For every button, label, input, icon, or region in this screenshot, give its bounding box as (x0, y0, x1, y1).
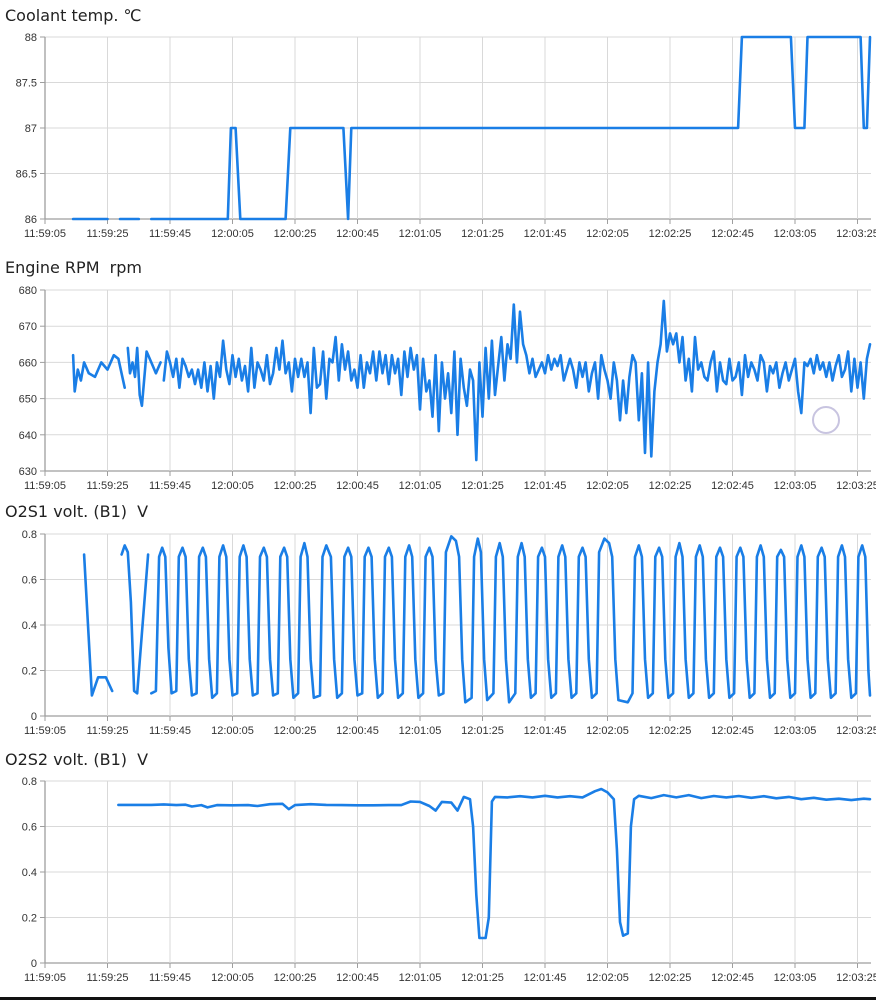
x-tick-label: 12:03:05 (774, 725, 817, 737)
y-tick-label: 86 (25, 214, 37, 226)
x-tick-label: 12:00:45 (336, 480, 379, 492)
bottom-border (0, 997, 876, 1000)
x-tick-label: 12:00:45 (336, 972, 379, 984)
y-tick-label: 87 (25, 123, 37, 135)
x-tick-label: 12:00:05 (211, 972, 254, 984)
chart-title: Engine RPM rpm (5, 258, 142, 277)
x-tick-label: 12:03:05 (774, 480, 817, 492)
x-tick-label: 11:59:05 (24, 480, 66, 492)
x-tick-label: 11:59:25 (86, 228, 128, 240)
o2s1-voltage-chart[interactable]: 0.8 0.6 0.4 0.2 0 11:59:05 11:59:25 11:59:45 12:… (0, 495, 876, 745)
x-tick-label: 12:00:45 (336, 228, 379, 240)
chart-title: O2S1 volt. (B1) V (5, 502, 149, 521)
data-line (82, 553, 114, 697)
x-tick-label: 12:00:45 (336, 725, 379, 737)
engine-rpm-panel: Engine RPM rpm 680 670 660 650 640 630 11:59:0… (0, 250, 876, 500)
data-line (150, 35, 872, 221)
x-tick-label: 12:00:05 (211, 725, 254, 737)
x-tick-label: 12:03:25 (836, 480, 876, 492)
x-tick-label: 11:59:25 (86, 972, 128, 984)
y-tick-label: 0.8 (22, 776, 37, 788)
x-tick-label: 12:01:45 (524, 228, 567, 240)
x-tick-label: 12:02:45 (711, 972, 754, 984)
chart-title: O2S2 volt. (B1) V (5, 750, 149, 769)
data-line (150, 535, 872, 704)
x-tick-label: 11:59:05 (24, 228, 66, 240)
x-tick-label: 12:02:25 (649, 972, 692, 984)
touch-indicator-icon (812, 406, 840, 434)
x-tick-label: 12:02:25 (649, 228, 692, 240)
y-tick-label: 0 (31, 958, 37, 970)
y-tick-label: 0.2 (22, 666, 37, 678)
x-tick-label: 12:02:45 (711, 228, 754, 240)
y-tick-label: 0 (31, 711, 37, 723)
x-tick-label: 12:01:25 (461, 228, 504, 240)
x-tick-label: 12:01:25 (461, 725, 504, 737)
coolant-temp-chart[interactable]: 88 87.5 87 86.5 86 11:59:05 11:59:25 11:59:45 12… (0, 0, 876, 250)
data-line (162, 299, 872, 462)
x-tick-label: 12:01:25 (461, 972, 504, 984)
x-tick-label: 12:02:05 (586, 725, 629, 737)
o2s2-voltage-panel: O2S2 volt. (B1) V 0.8 0.6 0.4 0.2 0 11:59:05 1… (0, 745, 876, 997)
data-line (71, 353, 126, 393)
x-tick-label: 12:00:25 (274, 480, 317, 492)
x-tick-label: 12:00:25 (274, 725, 317, 737)
x-tick-label: 11:59:05 (24, 972, 66, 984)
o2s2-voltage-chart[interactable]: 0.8 0.6 0.4 0.2 0 11:59:05 11:59:25 11:59:45 12:… (0, 745, 876, 997)
o2s1-voltage-panel: O2S1 volt. (B1) V 0.8 0.6 0.4 0.2 0 11:59:05 1… (0, 495, 876, 745)
x-tick-label: 12:00:05 (211, 228, 254, 240)
x-tick-label: 12:02:05 (586, 480, 629, 492)
y-tick-label: 86.5 (16, 169, 37, 181)
x-tick-label: 11:59:05 (24, 725, 66, 737)
data-line (117, 787, 872, 940)
engine-rpm-chart[interactable]: 680 670 660 650 640 630 11:59:05 11:59:25 11:59:… (0, 250, 876, 500)
x-tick-label: 12:02:05 (586, 972, 629, 984)
y-tick-label: 0.4 (22, 867, 37, 879)
data-line (120, 544, 150, 695)
x-tick-label: 12:01:45 (524, 725, 567, 737)
y-tick-label: 0.6 (22, 822, 37, 834)
data-line (126, 346, 162, 408)
x-tick-label: 11:59:45 (149, 725, 191, 737)
x-tick-label: 12:01:05 (399, 725, 442, 737)
x-tick-label: 11:59:25 (86, 725, 128, 737)
x-tick-label: 12:00:25 (274, 228, 317, 240)
x-tick-label: 12:02:45 (711, 480, 754, 492)
y-tick-label: 0.8 (22, 529, 37, 541)
x-tick-label: 12:00:25 (274, 972, 317, 984)
y-tick-label: 650 (19, 394, 37, 406)
x-tick-label: 11:59:25 (86, 480, 128, 492)
y-tick-label: 88 (25, 32, 37, 44)
coolant-temp-panel: Coolant temp. ℃ 88 87.5 87 86.5 86 11:59:05 11… (0, 0, 876, 250)
x-tick-label: 12:01:05 (399, 228, 442, 240)
x-tick-label: 12:02:05 (586, 228, 629, 240)
y-tick-label: 0.2 (22, 913, 37, 925)
x-tick-label: 12:03:25 (836, 725, 876, 737)
x-tick-label: 12:03:25 (836, 228, 876, 240)
x-tick-label: 12:02:25 (649, 480, 692, 492)
y-tick-label: 660 (19, 357, 37, 369)
x-tick-label: 12:03:05 (774, 972, 817, 984)
y-tick-label: 670 (19, 321, 37, 333)
y-tick-label: 640 (19, 430, 37, 442)
x-tick-label: 12:01:05 (399, 972, 442, 984)
x-tick-label: 12:02:45 (711, 725, 754, 737)
x-tick-label: 12:03:25 (836, 972, 876, 984)
x-tick-label: 12:01:45 (524, 480, 567, 492)
x-tick-label: 12:01:05 (399, 480, 442, 492)
y-tick-label: 0.6 (22, 575, 37, 587)
x-tick-label: 12:00:05 (211, 480, 254, 492)
y-tick-label: 630 (19, 466, 37, 478)
x-tick-label: 11:59:45 (149, 972, 191, 984)
x-tick-label: 12:02:25 (649, 725, 692, 737)
y-tick-label: 0.4 (22, 620, 37, 632)
x-tick-label: 12:01:45 (524, 972, 567, 984)
x-tick-label: 11:59:45 (149, 228, 191, 240)
x-tick-label: 12:01:25 (461, 480, 504, 492)
x-tick-label: 11:59:45 (149, 480, 191, 492)
y-tick-label: 680 (19, 285, 37, 297)
chart-title: Coolant temp. ℃ (5, 6, 142, 25)
x-tick-label: 12:03:05 (774, 228, 817, 240)
y-tick-label: 87.5 (16, 78, 37, 90)
